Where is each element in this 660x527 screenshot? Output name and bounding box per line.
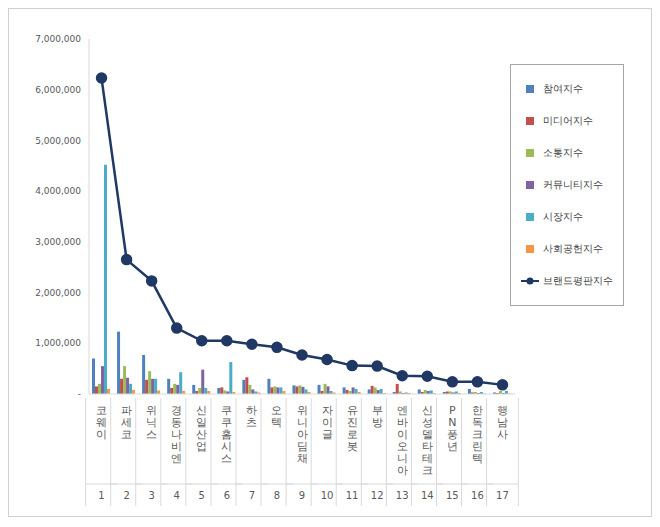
svg-text:경동나비엔: 경동나비엔 — [171, 404, 182, 465]
svg-text:9: 9 — [299, 490, 305, 501]
svg-text:12: 12 — [371, 490, 384, 501]
svg-text:코웨이: 코웨이 — [96, 404, 107, 441]
svg-text:위니아딤채: 위니아딤채 — [297, 404, 308, 465]
svg-text:오텍: 오텍 — [271, 404, 282, 429]
svg-text:하츠: 하츠 — [246, 404, 257, 429]
html-text:커뮤니티지수: 커뮤니티지수 — [543, 179, 603, 190]
svg-text:1: 1 — [98, 490, 104, 501]
svg-text:쿠쿠홈시스: 쿠쿠홈시스 — [221, 404, 232, 465]
svg-text:6,000,000: 6,000,000 — [35, 85, 81, 95]
html-text:미디어지수: 미디어지수 — [543, 115, 593, 126]
svg-text:17: 17 — [496, 490, 509, 501]
svg-text:1,000,000: 1,000,000 — [35, 338, 81, 348]
html-text:브랜드평판지수: 브랜드평판지수 — [543, 275, 613, 286]
html-text:참여지수: 참여지수 — [543, 83, 583, 94]
svg-text:5: 5 — [199, 490, 205, 501]
svg-text:7,000,000: 7,000,000 — [35, 34, 81, 44]
svg-text:3,000,000: 3,000,000 — [35, 237, 81, 247]
svg-text:5,000,000: 5,000,000 — [35, 136, 81, 146]
svg-text:행남사: 행남사 — [497, 404, 508, 441]
html-text:시장지수: 시장지수 — [543, 211, 583, 222]
svg-text:PN풍년: PN풍년 — [447, 404, 458, 453]
svg-text:위닉스: 위닉스 — [146, 404, 157, 441]
svg-text:10: 10 — [321, 490, 334, 501]
svg-text:유진로봇: 유진로봇 — [347, 404, 358, 453]
svg-text:파세코: 파세코 — [121, 404, 132, 441]
svg-text:13: 13 — [396, 490, 409, 501]
svg-text:2,000,000: 2,000,000 — [35, 288, 81, 298]
svg-text:15: 15 — [446, 490, 459, 501]
svg-text:엔바이오니아: 엔바이오니아 — [397, 404, 408, 477]
svg-text:14: 14 — [421, 490, 434, 501]
html-text:소통지수: 소통지수 — [543, 147, 583, 158]
svg-text:16: 16 — [471, 490, 484, 501]
svg-text:6: 6 — [224, 490, 230, 501]
svg-text:한독크린텍: 한독크린텍 — [472, 404, 483, 465]
svg-text:신일산업: 신일산업 — [196, 404, 207, 453]
svg-text:신성델타테크: 신성델타테크 — [422, 404, 433, 477]
svg-text:8: 8 — [274, 490, 280, 501]
svg-text:3: 3 — [148, 490, 154, 501]
svg-text:자이글: 자이글 — [322, 404, 333, 441]
svg-text:11: 11 — [346, 490, 359, 501]
html-text:사회공헌지수: 사회공헌지수 — [543, 243, 603, 254]
svg-text:2: 2 — [123, 490, 129, 501]
svg-text:-: - — [78, 389, 81, 399]
svg-text:부방: 부방 — [372, 404, 383, 429]
svg-text:7: 7 — [249, 490, 255, 501]
svg-text:4,000,000: 4,000,000 — [35, 186, 81, 196]
svg-text:4: 4 — [174, 490, 180, 501]
